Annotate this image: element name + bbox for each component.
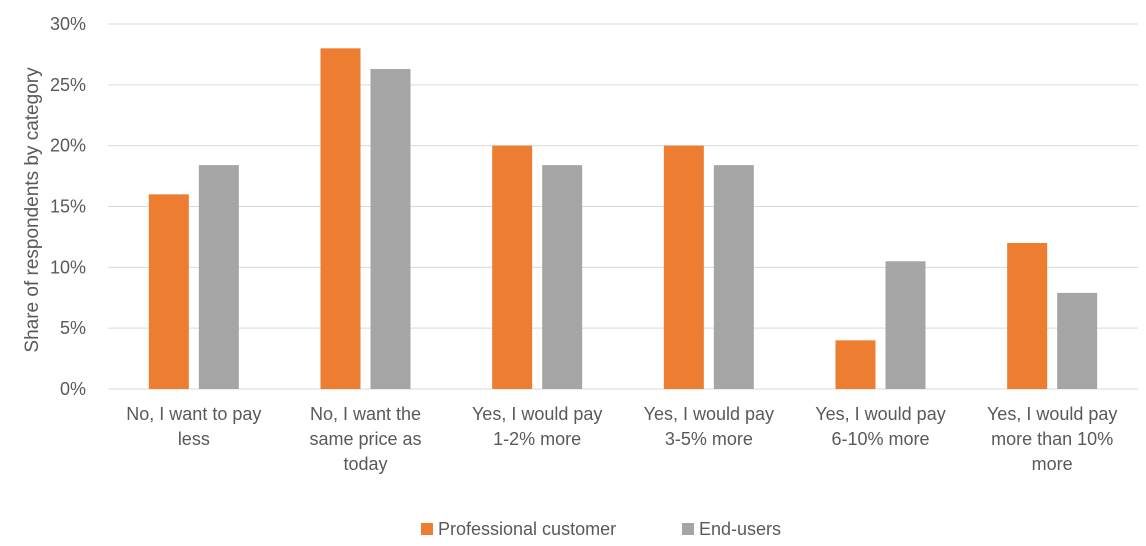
legend: Professional customer End-users <box>421 519 781 539</box>
gridlines <box>108 23 1138 390</box>
y-tick-label: 0% <box>60 379 86 399</box>
bar-professional-customer <box>835 340 876 389</box>
x-category-label-line: Yes, I would pay <box>815 404 945 424</box>
bar-professional-customer <box>663 145 704 389</box>
x-category-label-line: Yes, I would pay <box>472 404 602 424</box>
x-category-label-line: Yes, I would pay <box>644 404 774 424</box>
bar-end-users <box>370 69 411 390</box>
y-tick-label: 20% <box>50 136 86 156</box>
legend-item: End-users <box>682 519 781 539</box>
legend-swatch <box>421 523 433 535</box>
x-category-label-line: 6-10% more <box>831 429 929 449</box>
x-category-label: Yes, I would pay 6-10% more <box>815 404 945 449</box>
bar-end-users <box>885 261 926 389</box>
y-tick-label: 15% <box>50 197 86 217</box>
y-axis-ticks: 0% 5% 10% 15% 20% 25% 30% <box>50 14 86 399</box>
x-axis-categories: No, I want to pay less No, I want the same … <box>126 404 1117 474</box>
legend-swatch <box>682 523 694 535</box>
x-category-label-line: same price as <box>309 429 421 449</box>
x-category-label: No, I want to pay less <box>126 404 261 449</box>
x-category-label: No, I want the same price as today <box>309 404 421 474</box>
bar-professional-customer <box>148 194 189 389</box>
x-category-label-line: more <box>1032 454 1073 474</box>
legend-label: End-users <box>699 519 781 539</box>
y-tick-label: 5% <box>60 318 86 338</box>
bar-end-users <box>542 165 583 389</box>
x-category-label-line: today <box>343 454 387 474</box>
bar-professional-customer <box>320 48 361 389</box>
bar-professional-customer <box>1007 243 1048 389</box>
x-category-label: Yes, I would pay 1-2% more <box>472 404 602 449</box>
x-category-label: Yes, I would pay 3-5% more <box>644 404 774 449</box>
x-category-label-line: Yes, I would pay <box>987 404 1117 424</box>
x-category-label-line: No, I want the <box>310 404 421 424</box>
x-category-label-line: 3-5% more <box>665 429 753 449</box>
x-category-label-line: less <box>178 429 210 449</box>
bar-end-users <box>713 165 754 389</box>
x-category-label-line: more than 10% <box>991 429 1113 449</box>
x-category-label-line: 1-2% more <box>493 429 581 449</box>
bar-professional-customer <box>492 145 533 389</box>
y-tick-label: 10% <box>50 257 86 277</box>
y-tick-label: 25% <box>50 75 86 95</box>
bar-end-users <box>1057 292 1098 389</box>
legend-label: Professional customer <box>438 519 616 539</box>
legend-item: Professional customer <box>421 519 616 539</box>
y-axis-title: Share of respondents by category <box>22 67 43 353</box>
bar-end-users <box>198 165 239 389</box>
y-tick-label: 30% <box>50 14 86 34</box>
x-category-label: Yes, I would pay more than 10% more <box>987 404 1117 474</box>
x-category-label-line: No, I want to pay <box>126 404 261 424</box>
bars <box>148 48 1098 390</box>
